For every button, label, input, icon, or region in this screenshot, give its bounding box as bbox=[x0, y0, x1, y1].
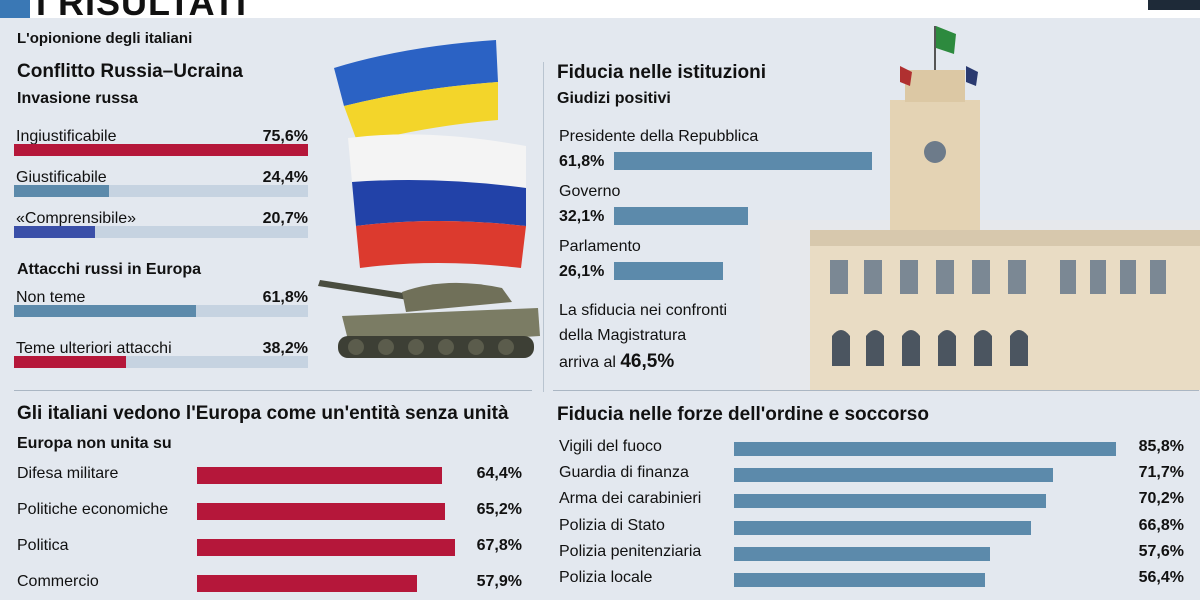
tank-icon bbox=[318, 280, 540, 358]
bar bbox=[197, 575, 417, 592]
russia-flag-icon bbox=[348, 134, 526, 268]
institutions-title: Fiducia nelle istituzioni bbox=[557, 62, 767, 83]
attacks-subtitle: Attacchi russi in Europa bbox=[17, 261, 202, 278]
conflict-title: Conflitto Russia–Ucraina bbox=[17, 61, 243, 82]
bar-value-label: 57,6% bbox=[1138, 542, 1184, 560]
bar bbox=[734, 468, 1054, 483]
bar bbox=[734, 573, 985, 587]
bar-value-label: 64,4% bbox=[476, 465, 522, 482]
bar-label: Difesa militare bbox=[17, 465, 119, 482]
header-accent bbox=[0, 0, 30, 18]
bar-label: Politiche economiche bbox=[17, 501, 169, 518]
bar-label: Polizia locale bbox=[559, 569, 653, 586]
bar bbox=[14, 144, 308, 156]
bar-track bbox=[14, 356, 308, 368]
bar bbox=[197, 503, 445, 520]
bar-value-label: 61,8% bbox=[559, 153, 605, 170]
bar-label: Vigili del fuoco bbox=[559, 438, 662, 455]
bar bbox=[734, 546, 991, 561]
divider-vertical bbox=[543, 62, 544, 392]
ukraine-flag-icon bbox=[334, 40, 498, 144]
bar-label: Polizia di Stato bbox=[559, 516, 665, 534]
forces-title: Fiducia nelle forze dell'ordine e soccor… bbox=[557, 404, 929, 425]
bar-value-label: 70,2% bbox=[1138, 490, 1184, 508]
magistratura-note-line3: arriva al 46,5% bbox=[559, 351, 674, 373]
bar-value-label: 67,8% bbox=[476, 537, 522, 554]
bar bbox=[14, 185, 109, 197]
bar bbox=[197, 539, 455, 556]
institutions-subtitle: Giudizi positivi bbox=[557, 90, 671, 107]
flags-tank-illustration bbox=[318, 40, 540, 358]
bar-value-label: 61,8% bbox=[262, 289, 308, 306]
bar-label: Polizia penitenziaria bbox=[559, 542, 702, 560]
divider-left bbox=[14, 390, 532, 391]
bar-value-label: 20,7% bbox=[262, 210, 308, 227]
bar bbox=[614, 152, 873, 170]
header-bar: I RISULTATI bbox=[0, 0, 1200, 18]
bar bbox=[734, 520, 1032, 535]
bar-label: Giustificabile bbox=[16, 169, 107, 186]
bar-value-label: 56,4% bbox=[1138, 569, 1184, 586]
bar bbox=[14, 305, 196, 317]
bar-value-label: 57,9% bbox=[476, 573, 522, 590]
magistratura-note-value: 46,5% bbox=[620, 351, 675, 372]
bar-label: Teme ulteriori attacchi bbox=[16, 340, 172, 357]
bar bbox=[197, 467, 442, 484]
bar-label: Guardia di finanza bbox=[559, 464, 689, 482]
kicker: L'opionione degli italiani bbox=[17, 30, 193, 47]
bar bbox=[614, 207, 749, 225]
divider-right bbox=[553, 390, 1199, 391]
bar bbox=[734, 494, 1047, 509]
europe-title: Gli italiani vedono l'Europa come un'ent… bbox=[17, 403, 509, 424]
bar-label: «Comprensibile» bbox=[16, 210, 137, 227]
bar bbox=[734, 442, 1116, 456]
magistratura-note-prefix: arriva al bbox=[559, 354, 616, 371]
bar-value-label: 65,2% bbox=[476, 501, 522, 518]
bar-label: Arma dei carabinieri bbox=[559, 490, 702, 508]
bar-value-label: 75,6% bbox=[262, 128, 308, 145]
header-title: I RISULTATI bbox=[36, 0, 247, 18]
invasion-subtitle: Invasione russa bbox=[17, 90, 138, 107]
bar-value-label: 24,4% bbox=[262, 169, 308, 186]
header-corner-logo bbox=[1148, 0, 1200, 10]
bar-label: Ingiustificabile bbox=[16, 128, 117, 145]
europe-subtitle: Europa non unita su bbox=[17, 435, 172, 452]
quirinale-palace-icon bbox=[760, 26, 1200, 392]
bar-value-label: 85,8% bbox=[1138, 438, 1184, 455]
bar-value-label: 66,8% bbox=[1138, 516, 1184, 534]
magistratura-note-line2: della Magistratura bbox=[559, 327, 687, 344]
bar-value-label: 26,1% bbox=[559, 263, 605, 280]
bar-track bbox=[14, 305, 308, 317]
bar bbox=[14, 356, 127, 368]
palace-illustration bbox=[760, 26, 1200, 392]
bar bbox=[614, 262, 724, 280]
bar-label: Governo bbox=[559, 183, 621, 200]
bar-label: Presidente della Repubblica bbox=[559, 128, 759, 145]
bar bbox=[14, 226, 95, 238]
bar-label: Commercio bbox=[17, 573, 99, 590]
bar-label: Politica bbox=[17, 537, 69, 554]
magistratura-note-line1: La sfiducia nei confronti bbox=[559, 302, 728, 319]
bar-value-label: 32,1% bbox=[559, 208, 605, 225]
bar-label: Parlamento bbox=[559, 238, 641, 255]
bar-track bbox=[14, 226, 308, 238]
bar-value-label: 38,2% bbox=[262, 340, 308, 357]
bar-value-label: 71,7% bbox=[1138, 464, 1184, 482]
bar-track bbox=[14, 144, 308, 156]
bar-label: Non teme bbox=[16, 289, 86, 306]
bar-track bbox=[14, 185, 308, 197]
